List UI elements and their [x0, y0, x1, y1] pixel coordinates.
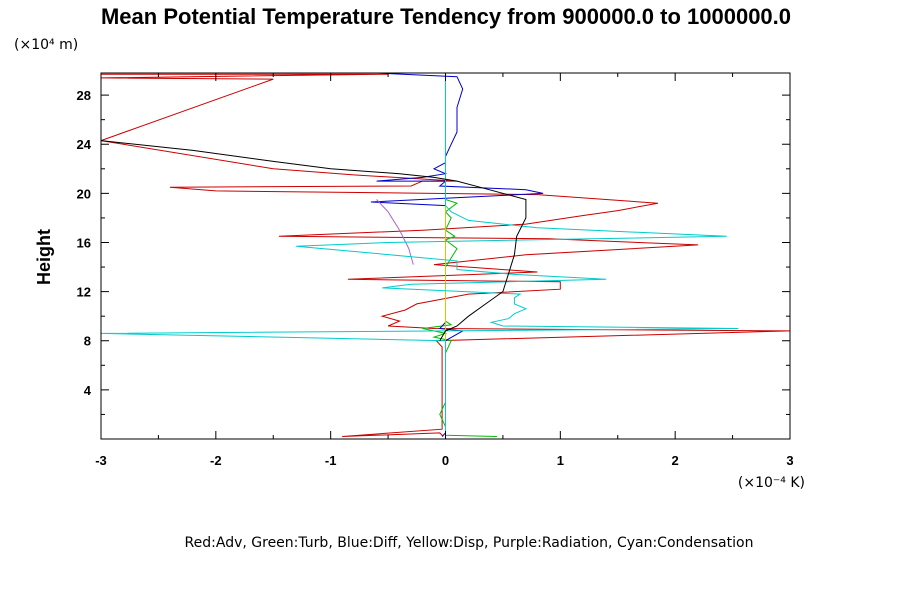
series-layer — [100, 72, 791, 437]
y-tick-label: 8 — [84, 334, 91, 349]
legend-text: Red:Adv, Green:Turb, Blue:Diff, Yellow:D… — [185, 535, 754, 551]
x-tick-label: -3 — [95, 453, 107, 468]
y-tick-label: 20 — [77, 186, 91, 201]
y-axis-label: Height — [34, 229, 54, 285]
x-tick-label: 1 — [557, 453, 564, 468]
x-tick-label: -1 — [325, 453, 337, 468]
y-tick-label: 12 — [77, 285, 91, 300]
x-tick-label: 3 — [786, 453, 793, 468]
y-tick-label: 16 — [77, 235, 91, 250]
y-tick-label: 4 — [84, 383, 92, 398]
x-tick-label: 0 — [442, 453, 449, 468]
x-tick-label: 2 — [672, 453, 679, 468]
series-line-condensation — [100, 73, 739, 437]
y-tick-label: 24 — [77, 137, 92, 152]
series-line-unnamed-6 — [100, 140, 527, 341]
y-tick-label: 28 — [77, 88, 91, 103]
series-line-turb — [422, 193, 498, 437]
chart-title: Mean Potential Temperature Tendency from… — [101, 4, 791, 29]
x-unit-label: (×10⁻⁴ K) — [738, 475, 805, 491]
y-unit-label: (×10⁴ m) — [14, 37, 78, 53]
series-line-radiation — [376, 199, 414, 265]
series-line-diff — [370, 72, 544, 437]
x-tick-label: -2 — [210, 453, 222, 468]
